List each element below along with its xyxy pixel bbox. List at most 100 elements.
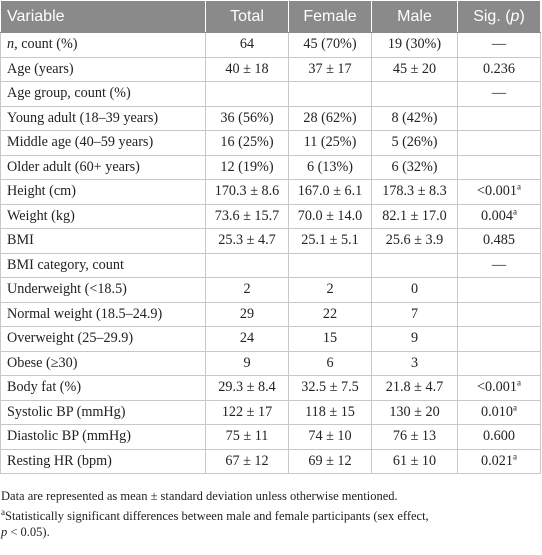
row-label: Weight (kg) [0, 203, 206, 229]
cell-female: 22 [288, 301, 372, 327]
cell-sig [457, 326, 541, 352]
row-label: BMI category, count [0, 252, 206, 278]
header-female: Female [288, 0, 372, 33]
cell-sig: 0.010a [457, 399, 541, 425]
header-sig-p: p [510, 7, 520, 25]
table-row: Older adult (60+ years) 12 (19%) 6 (13%)… [0, 154, 541, 180]
sig-value: <0.001 [477, 379, 517, 396]
cell-total: 9 [205, 350, 289, 376]
sig-superscript: a [516, 377, 521, 388]
table-row: Middle age (40–59 years) 16 (25%) 11 (25… [0, 130, 541, 156]
header-row: Variable Total Female Male Sig. (p) [0, 0, 541, 33]
cell-male: 5 (26%) [371, 130, 458, 156]
table-row: Weight (kg) 73.6 ± 15.7 70.0 ± 14.0 82.1… [0, 203, 541, 229]
header-male: Male [371, 0, 458, 33]
sig-value: 0.010 [481, 403, 513, 420]
cell-male: 0 [371, 277, 458, 303]
cell-female: 2 [288, 277, 372, 303]
cell-total: 73.6 ± 15.7 [205, 203, 289, 229]
row-label: Diastolic BP (mmHg) [0, 424, 206, 450]
cell-female: 6 [288, 350, 372, 376]
cell-sig: 0.600 [457, 424, 541, 450]
row-label: Resting HR (bpm) [0, 448, 206, 474]
header-sig-suffix: ) [519, 7, 525, 25]
table-row: Diastolic BP (mmHg) 75 ± 11 74 ± 10 76 ±… [0, 424, 541, 450]
cell-female: 45 (70%) [288, 32, 372, 58]
table-row: Age (years) 40 ± 18 37 ± 17 45 ± 20 0.23… [0, 56, 541, 82]
cell-female: 167.0 ± 6.1 [288, 179, 372, 205]
cell-sig: <0.001a [457, 375, 541, 401]
cell-sig: 0.236 [457, 56, 541, 82]
row-label: Overweight (25–29.9) [0, 326, 206, 352]
table-row: Systolic BP (mmHg) 122 ± 17 118 ± 15 130… [0, 399, 541, 425]
cell-total: 40 ± 18 [205, 56, 289, 82]
cell-sig: 0.485 [457, 228, 541, 254]
cell-male: 76 ± 13 [371, 424, 458, 450]
cell-sig [457, 301, 541, 327]
footnote-significance: aStatistically significant differences b… [1, 506, 539, 540]
row-label-italic: n [7, 36, 15, 53]
cell-total: 122 ± 17 [205, 399, 289, 425]
cell-female [288, 252, 372, 278]
table-row: Body fat (%) 29.3 ± 8.4 32.5 ± 7.5 21.8 … [0, 375, 541, 401]
row-label: Age (years) [0, 56, 206, 82]
header-sig-prefix: Sig. ( [473, 7, 511, 25]
cell-total: 29.3 ± 8.4 [205, 375, 289, 401]
table-row: Height (cm) 170.3 ± 8.6 167.0 ± 6.1 178.… [0, 179, 541, 205]
cell-sig: — [457, 81, 541, 107]
cell-male: 82.1 ± 17.0 [371, 203, 458, 229]
cell-total: 36 (56%) [205, 105, 289, 131]
table-row: Underweight (<18.5) 2 2 0 [0, 277, 541, 303]
row-label: Older adult (60+ years) [0, 154, 206, 180]
table-row: Young adult (18–39 years) 36 (56%) 28 (6… [0, 105, 541, 131]
cell-sig [457, 350, 541, 376]
row-label: Normal weight (18.5–24.9) [0, 301, 206, 327]
row-label: Systolic BP (mmHg) [0, 399, 206, 425]
row-label: Obese (≥30) [0, 350, 206, 376]
cell-total: 24 [205, 326, 289, 352]
row-label: Age group, count (%) [0, 81, 206, 107]
header-sig: Sig. (p) [457, 0, 541, 33]
cell-sig: 0.004a [457, 203, 541, 229]
cell-female: 32.5 ± 7.5 [288, 375, 372, 401]
cell-female: 70.0 ± 14.0 [288, 203, 372, 229]
cell-male: 21.8 ± 4.7 [371, 375, 458, 401]
header-variable: Variable [0, 0, 206, 33]
header-total: Total [205, 0, 289, 33]
demographics-table: Variable Total Female Male Sig. (p) n, c… [0, 0, 541, 474]
cell-total [205, 81, 289, 107]
table-row: Obese (≥30) 9 6 3 [0, 350, 541, 376]
table-row: n, count (%) 64 45 (70%) 19 (30%) — [0, 32, 541, 58]
footnote-superscript: a [1, 506, 5, 517]
cell-sig: <0.001a [457, 179, 541, 205]
cell-male: 7 [371, 301, 458, 327]
cell-male: 130 ± 20 [371, 399, 458, 425]
cell-male: 19 (30%) [371, 32, 458, 58]
footnote-text: Statistically significant differences be… [5, 509, 429, 523]
row-label: Height (cm) [0, 179, 206, 205]
cell-female: 15 [288, 326, 372, 352]
cell-male: 3 [371, 350, 458, 376]
cell-sig: 0.021a [457, 448, 541, 474]
cell-total: 25.3 ± 4.7 [205, 228, 289, 254]
cell-female: 37 ± 17 [288, 56, 372, 82]
cell-total: 64 [205, 32, 289, 58]
row-label: BMI [0, 228, 206, 254]
row-label-rest: , count (%) [14, 36, 78, 53]
sig-value: <0.001 [477, 183, 517, 200]
cell-female: 69 ± 12 [288, 448, 372, 474]
cell-female: 25.1 ± 5.1 [288, 228, 372, 254]
sig-value: 0.004 [481, 207, 513, 224]
cell-male: 25.6 ± 3.9 [371, 228, 458, 254]
sig-superscript: a [512, 402, 517, 413]
table-row: BMI category, count — [0, 252, 541, 278]
cell-female: 28 (62%) [288, 105, 372, 131]
cell-total [205, 252, 289, 278]
cell-female: 11 (25%) [288, 130, 372, 156]
footnote-data-representation: Data are represented as mean ± standard … [1, 489, 398, 503]
cell-male: 61 ± 10 [371, 448, 458, 474]
footnote-end: < 0.05). [7, 525, 50, 539]
sig-value: 0.021 [481, 452, 513, 469]
cell-sig [457, 154, 541, 180]
